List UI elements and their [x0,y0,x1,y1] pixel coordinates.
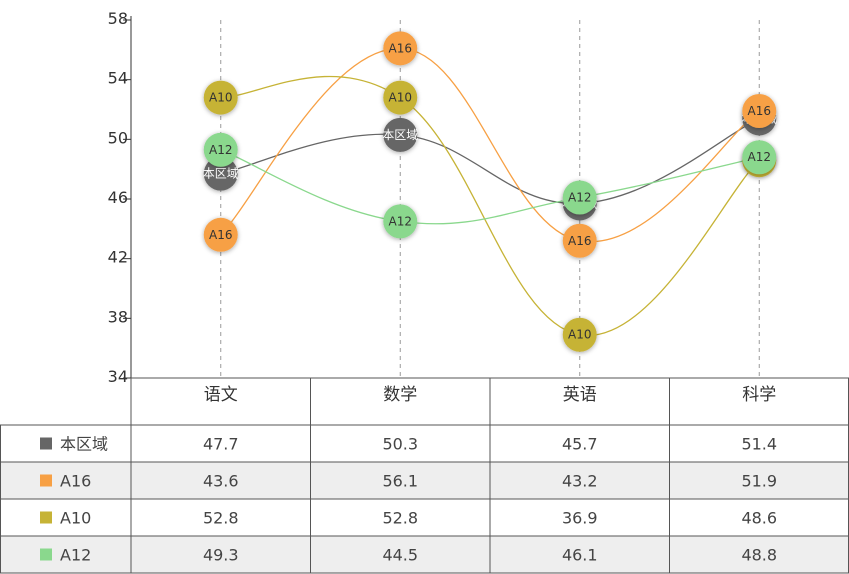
legend-label: 本区域 [60,435,108,454]
data-point-label: A12 [389,214,412,228]
data-value-label: 44.5 [382,546,418,565]
data-value-label: 43.2 [562,472,598,491]
data-point-marker [383,204,418,239]
category-label: 科学 [742,385,776,405]
table-row-background [0,536,849,573]
data-point: A12 [203,132,238,167]
data-point-label: A10 [209,91,232,105]
data-value-label: 46.1 [562,546,598,565]
series-line [220,117,760,205]
category-label: 语文 [204,385,238,405]
data-point: A10 [383,80,418,115]
data-point: A10 [203,80,238,115]
data-value-label: 43.6 [203,472,239,491]
data-value-label: 52.8 [203,509,239,528]
data-point-marker [742,93,777,128]
series-line [220,75,760,337]
data-value-label: 51.4 [741,435,777,454]
data-point-marker [203,217,238,252]
data-point: A16 [383,31,418,66]
data-value-label: 56.1 [382,472,418,491]
data-point-label: 本区域 [203,167,239,181]
data-value-label: 49.3 [203,546,239,565]
data-point-marker [383,80,418,115]
data-point-marker [562,317,597,352]
data-point: A12 [742,140,777,175]
data-point-marker [203,132,238,167]
data-point-label: A16 [748,104,771,118]
data-point-label: A12 [568,191,591,205]
y-tick-label: 50 [108,128,128,147]
data-point-label: A10 [389,91,412,105]
data-point-label: A16 [389,41,412,55]
data-point: 本区域 [382,117,418,152]
data-point-marker [562,180,597,215]
y-tick-label: 46 [108,188,128,207]
data-point: A10 [562,317,597,352]
legend-swatch [40,548,52,561]
series-line [220,47,760,243]
y-tick-label: 54 [108,69,128,88]
y-tick-label: 42 [108,248,128,267]
data-point: A16 [203,217,238,252]
data-value-label: 52.8 [382,509,418,528]
data-point: A12 [562,180,597,215]
data-value-label: 36.9 [562,509,598,528]
legend-label: A10 [60,509,91,528]
data-point-marker [203,156,238,191]
y-tick-label: 58 [108,9,128,28]
category-label: 英语 [563,385,597,405]
category-label: 数学 [383,385,417,405]
table-row-background [0,462,849,499]
data-point-label: A12 [748,150,771,164]
data-point-marker [562,223,597,258]
data-point-label: 本区域 [382,128,418,142]
data-value-label: 45.7 [562,435,598,454]
data-point-marker [383,31,418,66]
data-point: A16 [562,223,597,258]
data-value-label: 48.8 [741,546,777,565]
data-point-marker [742,140,777,175]
data-value-label: 50.3 [382,435,418,454]
series-line [220,149,760,225]
data-value-label: 48.6 [741,509,777,528]
legend-label: A12 [60,546,91,565]
data-point-label: A10 [568,328,591,342]
data-point-label: A16 [568,234,591,248]
data-point-label: A12 [209,143,232,157]
y-tick-label: 34 [108,367,128,386]
data-point: A12 [383,204,418,239]
legend-swatch [40,474,52,487]
data-point: 本区域 [203,156,239,191]
legend-swatch [40,437,52,450]
data-point: A16 [742,93,777,128]
data-value-label: 51.9 [741,472,777,491]
data-point-marker [203,80,238,115]
data-point-marker [383,117,418,152]
y-tick-label: 38 [108,307,128,326]
data-point-label: A16 [209,228,232,242]
legend-label: A16 [60,472,91,491]
legend-swatch [40,511,52,524]
data-value-label: 47.7 [203,435,239,454]
